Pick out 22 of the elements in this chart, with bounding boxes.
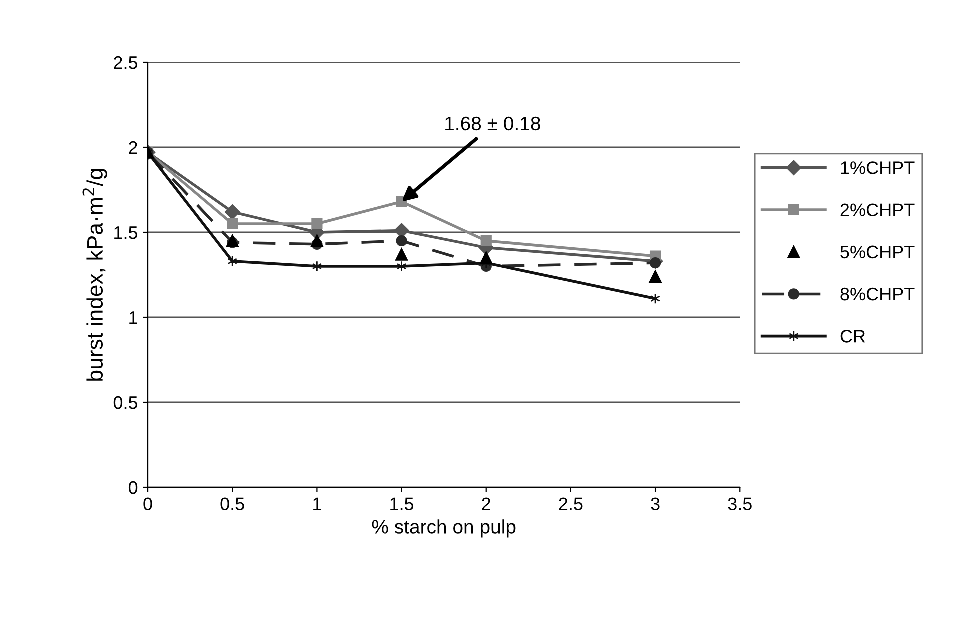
legend-label: 8%CHPT	[840, 288, 915, 301]
y-tick-label: 0	[128, 481, 138, 494]
x-tick-label: 1	[314, 498, 322, 510]
x-tick-label: 1.5	[390, 498, 414, 510]
legend-label: 1%CHPT	[841, 162, 915, 174]
y-tick-label: 1	[130, 312, 138, 324]
y-tick-label: 2	[129, 141, 138, 154]
annotation: 1.68 ± 0.18	[446, 116, 540, 131]
legend-label: 5%CHPT	[840, 246, 915, 259]
x-tick-label: 0	[144, 498, 152, 510]
y-tick-label: 1.5	[114, 226, 138, 240]
y-tick-label: 0.5	[114, 396, 138, 410]
x-tick-label: 2	[482, 498, 490, 510]
x-tick-label: 3	[651, 498, 660, 510]
y-axis-title: burst index, kPa·m$^{2}$/g	[82, 169, 108, 381]
legend-label: 2%CHPT	[840, 204, 915, 216]
x-tick-label: 2.5	[559, 498, 583, 510]
x-tick-label: 0.5	[220, 498, 244, 510]
x-axis-title: % starch on pulp	[372, 520, 516, 538]
x-tick-label: 3.5	[728, 498, 752, 510]
legend-label: CR	[840, 330, 866, 343]
y-tick-label: 2.5	[114, 56, 138, 70]
